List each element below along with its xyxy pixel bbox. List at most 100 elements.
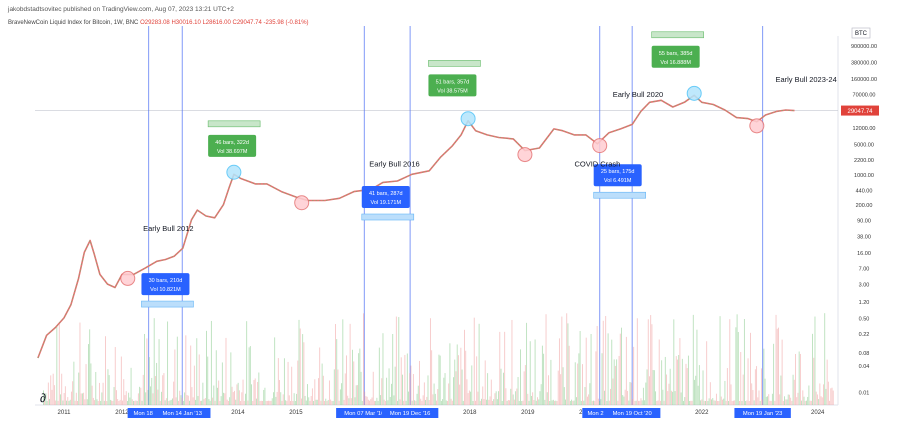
volume-bar: [204, 398, 206, 405]
volume-bar: [720, 396, 722, 405]
y-tick-label: 160000.00: [851, 77, 877, 83]
volume-bar: [642, 387, 644, 405]
volume-bar: [353, 361, 355, 405]
volume-bar: [372, 371, 374, 405]
x-tick-label: 2015: [289, 410, 303, 416]
volume-bar: [343, 399, 345, 405]
volume-bar: [363, 313, 364, 405]
volume-bar: [359, 348, 361, 405]
volume-bar: [557, 370, 559, 405]
volume-bar: [136, 400, 138, 405]
measure-range-bar: [651, 31, 704, 39]
volume-bar: [108, 375, 110, 405]
volume-bar: [819, 383, 821, 405]
volume-bar: [431, 350, 433, 405]
volume-bar: [606, 400, 608, 405]
volume-bar: [293, 393, 295, 405]
volume-bar: [513, 399, 515, 405]
volume-bar: [795, 354, 796, 405]
volume-bar: [300, 398, 302, 405]
volume-bar: [52, 373, 54, 405]
volume-bar: [723, 398, 725, 405]
y-tick-label: 440.00: [856, 188, 873, 194]
volume-bar: [517, 377, 519, 405]
measure-box-bg: [651, 45, 700, 68]
volume-bar: [608, 400, 610, 405]
date-label-tag: Mon 27 A: [582, 408, 618, 418]
logo-glyph: ∂: [40, 391, 46, 405]
volume-bar: [154, 376, 156, 405]
volume-bar: [338, 400, 340, 405]
volume-bar: [394, 366, 396, 405]
volume-bar: [218, 380, 220, 405]
ticker-box: [851, 27, 871, 39]
volume-bar: [348, 398, 350, 405]
volume-bar: [515, 391, 517, 405]
volume-bar: [631, 399, 633, 405]
y-tick-label: 0.22: [859, 332, 870, 338]
volume-bar: [443, 377, 445, 405]
volume-bar: [512, 394, 514, 405]
volume-bar: [423, 382, 425, 405]
volume-bar: [367, 399, 369, 405]
volume-bar: [349, 323, 351, 405]
volume-bar: [122, 400, 123, 405]
volume-bar: [732, 400, 734, 405]
volume-bar: [251, 384, 252, 405]
volume-bar: [371, 397, 373, 405]
volume-bar: [322, 375, 324, 405]
volume-bar: [812, 333, 813, 405]
volume-bar: [167, 321, 169, 405]
volume-bar: [787, 394, 789, 405]
measure-info-box: 25 bars, 175d Vol 6.491M: [593, 164, 646, 199]
volume-bar: [337, 369, 339, 405]
volume-bar: [753, 400, 755, 405]
volume-bar: [193, 365, 195, 405]
volume-bar: [364, 391, 366, 405]
volume-bar: [64, 386, 66, 405]
volume-bar: [568, 345, 570, 405]
volume-bar: [50, 375, 52, 405]
volume-bar: [215, 350, 217, 405]
volume-bar: [523, 371, 525, 405]
volume-bar: [583, 400, 585, 405]
volume-bar: [55, 400, 57, 405]
volume-bar: [61, 373, 63, 405]
volume-bar: [117, 399, 119, 405]
volume-bar: [678, 355, 680, 405]
volume-bar: [502, 372, 504, 405]
volume-bar: [760, 368, 762, 405]
volume-bar: [473, 317, 475, 405]
volume-bar: [752, 390, 754, 405]
volume-bar: [393, 395, 395, 405]
volume-bar: [698, 365, 700, 405]
volume-bar: [627, 390, 629, 405]
volume-bar: [488, 399, 490, 405]
volume-bar: [510, 388, 512, 405]
volume-bar: [264, 387, 266, 405]
volume-bar: [541, 345, 543, 405]
volume-bar: [745, 401, 747, 405]
date-label-text: Mon 19 Oct '20: [613, 411, 652, 417]
volume-bar: [162, 375, 164, 405]
volume-bar: [450, 398, 452, 405]
volume-bar: [285, 400, 287, 405]
volume-bar: [616, 359, 618, 405]
volume-bar: [625, 336, 627, 405]
volume-bar: [226, 399, 228, 405]
volume-bar: [457, 355, 459, 405]
volume-bar: [157, 389, 159, 405]
volume-bar: [320, 400, 322, 405]
volume-bar: [199, 400, 201, 405]
volume-bar: [80, 393, 82, 405]
volume-bar: [328, 380, 330, 405]
volume-bar: [597, 398, 599, 405]
volume-bar: [806, 400, 807, 405]
volume-bar: [103, 400, 105, 405]
volume-bar: [360, 371, 362, 405]
measure-range-bar: [141, 300, 194, 308]
volume-bar: [316, 399, 318, 405]
volume-bar: [283, 358, 285, 405]
volume-bar: [651, 324, 653, 405]
volume-bar: [339, 389, 341, 405]
